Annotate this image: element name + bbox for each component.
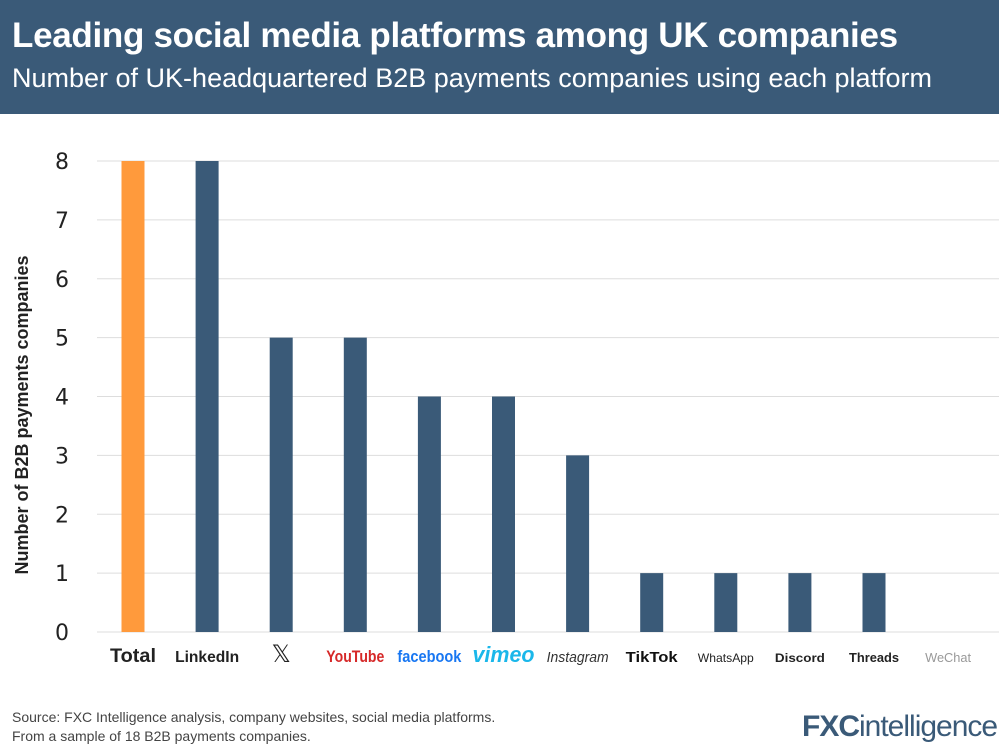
y-tick-label: 3	[55, 444, 69, 469]
x-tick-label: Discord	[775, 651, 825, 665]
bar-whatsapp	[714, 573, 738, 632]
x-tick-label: TikTok	[626, 649, 679, 666]
source-text: Source: FXC Intelligence analysis, compa…	[12, 709, 496, 725]
y-tick-label: 8	[55, 150, 69, 175]
chart-title: Leading social media platforms among UK …	[12, 16, 898, 55]
y-tick-label: 2	[55, 503, 69, 528]
bar-youtube	[343, 337, 367, 632]
source-note: Source: FXC Intelligence analysis, compa…	[12, 708, 495, 746]
x-tick-label: Threads	[849, 650, 899, 665]
x-tick-label: WhatsApp	[698, 651, 754, 665]
chart-subtitle: Number of UK-headquartered B2B payments …	[12, 63, 932, 93]
y-tick-label: 7	[55, 209, 69, 234]
y-axis-label: Number of B2B payments companies	[12, 255, 32, 574]
y-tick-label: 0	[55, 621, 69, 646]
header: Leading social media platforms among UK …	[0, 0, 999, 114]
bar-total	[121, 161, 145, 632]
y-tick-label: 4	[55, 386, 69, 411]
bar-tiktok	[640, 573, 664, 632]
y-tick-label: 5	[55, 327, 69, 352]
x-tick-label: vimeo	[473, 642, 535, 667]
x-tick-label: Total	[110, 646, 156, 667]
x-tick-label: YouTube	[326, 647, 384, 666]
bar-discord	[788, 573, 812, 632]
bar-threads	[862, 573, 886, 632]
bar-linkedin	[195, 161, 219, 632]
y-tick-label: 6	[55, 268, 69, 293]
sample-note: From a sample of 18 B2B payments compani…	[12, 728, 311, 744]
bar-vimeo	[492, 396, 515, 632]
bar-chart: 0 1 2 3 4 5 6 7 8 Number of B2B payments companie…	[12, 150, 999, 668]
x-tick-label: facebook	[397, 647, 461, 666]
x-tick-label: LinkedIn	[175, 649, 239, 666]
fxc-logo: FXCintelligence	[802, 710, 998, 743]
y-tick-label: 1	[55, 562, 69, 587]
x-tick-label: 𝕏	[272, 641, 291, 668]
bar-x	[269, 337, 293, 632]
bar-instagram	[566, 455, 590, 632]
x-tick-label: Instagram	[547, 649, 609, 666]
x-tick-label: WeChat	[925, 650, 971, 665]
bar-facebook	[417, 396, 441, 632]
